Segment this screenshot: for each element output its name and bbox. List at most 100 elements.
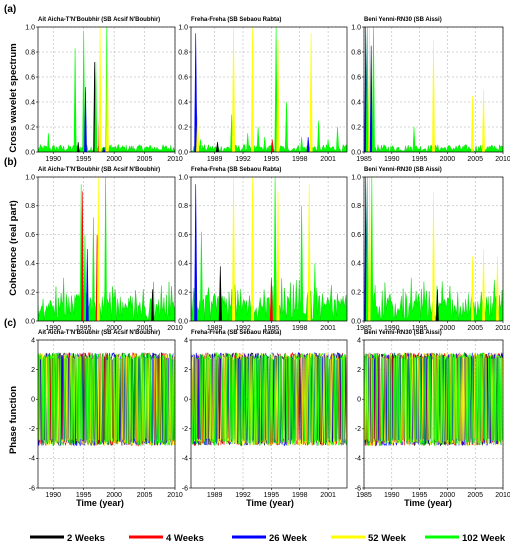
chart-title: Freha-Freha (SB Sebaou Rabta) bbox=[191, 330, 281, 336]
y-tick-label: 0.4 bbox=[25, 99, 35, 106]
x-tick-label: 1985 bbox=[356, 492, 372, 499]
spike bbox=[274, 27, 278, 152]
spike bbox=[365, 177, 369, 321]
y-tick-label: 0.0 bbox=[351, 149, 361, 156]
x-tick-label: 2005 bbox=[467, 492, 483, 499]
spike bbox=[370, 177, 374, 321]
x-tick-label: 2010 bbox=[167, 325, 183, 332]
y-tick-label: 4 bbox=[357, 337, 361, 344]
y-tick-label: 1.0 bbox=[351, 24, 361, 31]
x-tick-label: 1995 bbox=[76, 325, 92, 332]
y-tick-label: 0.2 bbox=[351, 290, 361, 297]
x-tick-label: 1995 bbox=[76, 492, 92, 499]
y-tick-label: 1.0 bbox=[351, 174, 361, 181]
phase-line-3 bbox=[191, 352, 347, 447]
spike bbox=[307, 184, 311, 321]
x-tick-label: 1998 bbox=[292, 492, 308, 499]
spike bbox=[96, 177, 100, 321]
y-tick-label: -2 bbox=[29, 426, 35, 433]
chart-grid: Ait Aicha-T'N'Boubhir (SB Acsif N'Boubhi… bbox=[25, 17, 510, 499]
background-signal bbox=[191, 144, 347, 152]
legend-label: 26 Week bbox=[269, 533, 308, 544]
spike bbox=[276, 39, 280, 152]
spike bbox=[105, 39, 109, 152]
phase-line-4 bbox=[364, 352, 503, 447]
x-tick-label: 1990 bbox=[384, 325, 400, 332]
spike bbox=[306, 136, 310, 152]
y-tick-label: 0.4 bbox=[25, 261, 35, 268]
spike bbox=[94, 61, 98, 152]
spike bbox=[102, 146, 106, 152]
chart-r0c2: Beni Yenni-RN30 (SB Aissi) 0.0 0.2 0.4 0.6 0.… bbox=[351, 17, 510, 163]
spike bbox=[231, 177, 236, 321]
legend-item: 2 Weeks bbox=[30, 533, 105, 544]
x-tick-label: 1995 bbox=[412, 156, 428, 163]
plot-area bbox=[191, 27, 347, 152]
x-tick-label: 2000 bbox=[440, 156, 456, 163]
axes-frame bbox=[363, 26, 504, 153]
y-tick-label: 0.8 bbox=[25, 49, 35, 56]
spike bbox=[326, 139, 330, 152]
spike bbox=[276, 191, 280, 321]
xlabel-col-1: Time (year) bbox=[76, 498, 124, 508]
x-tick-label: 2001 bbox=[320, 156, 336, 163]
x-tick-label: 1990 bbox=[45, 492, 61, 499]
chart-r2c1: Freha-Freha (SB Sebaou Rabta) -6 -4 -2 0 2 4 19… bbox=[182, 330, 348, 499]
chart-title: Beni Yenni-RN30 (SB Aissi) bbox=[364, 17, 442, 23]
y-tick-label: 0.8 bbox=[178, 203, 188, 210]
x-axis-labels: Time (year) Time (year) Time (year) bbox=[76, 498, 452, 508]
y-tick-label: -6 bbox=[355, 485, 361, 492]
x-tick-label: 2000 bbox=[440, 492, 456, 499]
legend-item: 52 Week bbox=[331, 533, 407, 544]
spike bbox=[390, 147, 394, 152]
plot-area bbox=[364, 351, 503, 447]
axes-frame bbox=[37, 176, 176, 322]
x-tick-label: 1992 bbox=[235, 492, 251, 499]
chart-r0c1: Freha-Freha (SB Sebaou Rabta) 0.0 0.2 0.4 0.… bbox=[178, 17, 348, 163]
spike bbox=[246, 133, 250, 152]
spike bbox=[313, 263, 317, 321]
y-tick-label: 0.0 bbox=[25, 318, 35, 325]
spike bbox=[81, 191, 84, 321]
plot-area bbox=[38, 27, 175, 152]
y-tick-label: 0.0 bbox=[25, 149, 35, 156]
y-tick-label: -4 bbox=[355, 456, 361, 463]
x-tick-label: 2010 bbox=[495, 325, 510, 332]
y-tick-label: 4 bbox=[184, 337, 188, 344]
spike bbox=[109, 144, 113, 152]
spike bbox=[457, 145, 460, 152]
y-tick-label: -4 bbox=[29, 456, 35, 463]
x-tick-label: 2000 bbox=[106, 156, 122, 163]
y-tick-label: 1.0 bbox=[25, 174, 35, 181]
y-tick-label: 1.0 bbox=[25, 24, 35, 31]
y-tick-label: 1.0 bbox=[178, 174, 188, 181]
chart-title: Freha-Freha (SB Sebaou Rabta) bbox=[191, 17, 281, 23]
x-tick-label: 1998 bbox=[292, 156, 308, 163]
y-tick-label: 0.4 bbox=[178, 261, 188, 268]
y-tick-label: 1.0 bbox=[178, 24, 188, 31]
axes-frame bbox=[363, 339, 504, 489]
spike bbox=[412, 126, 416, 152]
spike bbox=[76, 141, 80, 152]
spike bbox=[84, 86, 87, 152]
spike bbox=[284, 101, 289, 152]
chart-r2c0: Ait Aicha-T'N'Boubhir (SB Acsif N'Boubhi… bbox=[29, 330, 183, 499]
background-signal bbox=[38, 277, 175, 321]
panel-label-c: (c) bbox=[4, 318, 16, 329]
spike bbox=[435, 289, 439, 321]
gridlines bbox=[191, 26, 347, 153]
spike bbox=[269, 277, 273, 321]
plot-area bbox=[364, 27, 503, 152]
spike bbox=[448, 292, 452, 321]
chart-title: Ait Aicha-T'N'Boubhir (SB Acsif N'Boubhi… bbox=[38, 330, 160, 336]
x-tick-label: 1995 bbox=[264, 325, 280, 332]
y-tick-label: 0.4 bbox=[178, 99, 188, 106]
y-tick-label: 0 bbox=[184, 397, 188, 404]
y-tick-label: 0.0 bbox=[351, 318, 361, 325]
y-tick-label: 2 bbox=[357, 367, 361, 374]
chart-r1c0: Ait Aicha-T'N'Boubhir (SB Acsif N'Boubhi… bbox=[25, 167, 183, 332]
plot-area bbox=[191, 351, 347, 447]
spike bbox=[270, 139, 274, 152]
y-tick-label: 0.4 bbox=[351, 99, 361, 106]
chart-title: Beni Yenni-RN30 (SB Aissi) bbox=[364, 330, 442, 336]
